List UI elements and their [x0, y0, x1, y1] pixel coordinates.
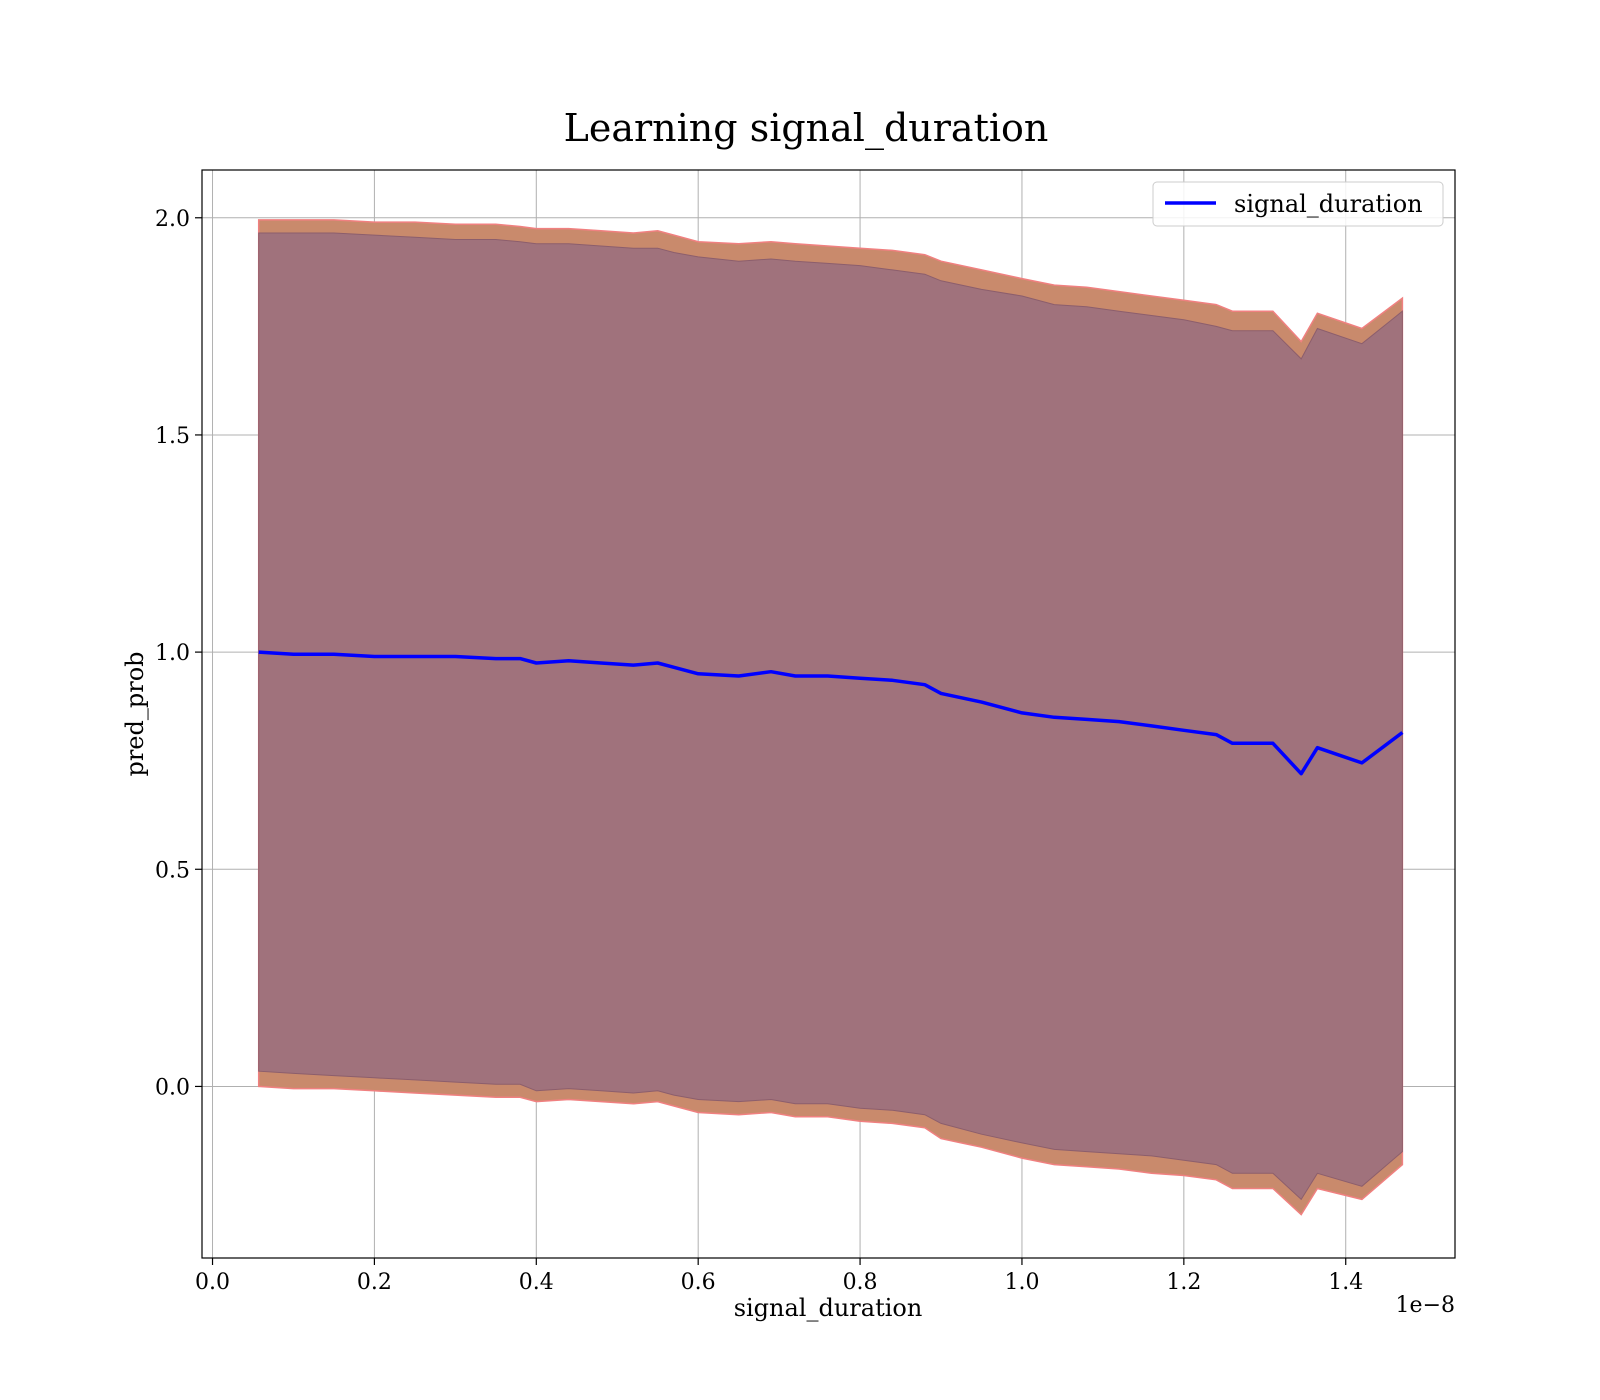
legend-entry-signal-duration: signal_duration	[1234, 190, 1423, 218]
series-line-0	[258, 650, 1404, 776]
y-axis-ticks: 0.0 0.5 1.0 1.5 2.0	[155, 207, 202, 1100]
x-tick-label-1: 0.2	[357, 1270, 392, 1295]
y-tick-label-1: 0.5	[155, 858, 190, 883]
plot-frame	[201, 169, 1456, 1259]
legend-box	[1152, 181, 1444, 227]
legend: signal_duration	[1152, 181, 1444, 227]
x-tick-label-6: 1.2	[1166, 1270, 1201, 1295]
x-offset-label: 1e−8	[1396, 1293, 1455, 1318]
y-tick-label-3: 1.5	[155, 424, 190, 449]
y-axis-label: pred_prob	[121, 651, 149, 776]
x-axis-label: signal_duration	[734, 1294, 923, 1322]
chart-title: Learning signal_duration	[564, 106, 1049, 151]
y-tick-label-0: 0.0	[155, 1075, 190, 1100]
x-tick-label-3: 0.6	[681, 1270, 716, 1295]
x-axis-ticks: 0.0 0.2 0.4 0.6 0.8 1.0 1.2 1.4	[195, 1258, 1363, 1295]
inner-band	[258, 232, 1403, 1201]
x-tick-label-0: 0.0	[195, 1270, 230, 1295]
x-tick-label-7: 1.4	[1328, 1270, 1363, 1295]
x-tick-label-4: 0.8	[843, 1270, 878, 1295]
y-tick-label-2: 1.0	[155, 641, 190, 666]
y-tick-label-4: 2.0	[155, 207, 190, 232]
x-tick-label-2: 0.4	[519, 1270, 554, 1295]
series-lines	[258, 650, 1404, 776]
x-tick-label-5: 1.0	[1004, 1270, 1039, 1295]
confidence-bands	[257, 219, 1404, 1216]
